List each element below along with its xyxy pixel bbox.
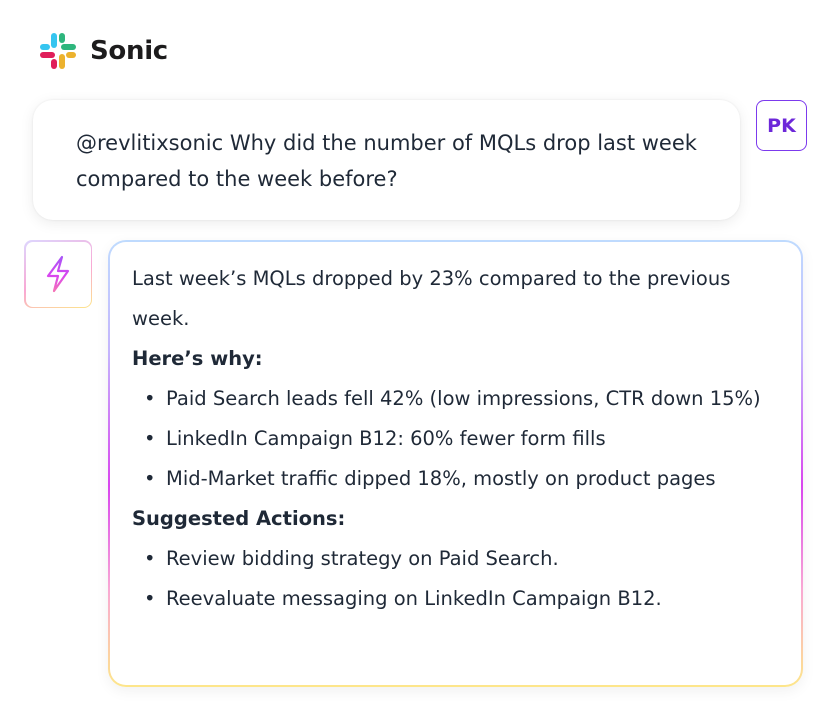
list-item: Paid Search leads fell 42% (low impressi… [142,379,781,419]
list-item: Mid-Market traffic dipped 18%, mostly on… [142,459,781,499]
user-message-text: @revlitixsonic Why did the number of MQL… [76,131,697,191]
bot-intro-text: Last week’s MQLs dropped by 23% compared… [132,267,731,330]
bot-message-bubble: Last week’s MQLs dropped by 23% compared… [108,240,803,687]
list-item: Reevaluate messaging on LinkedIn Campaig… [142,579,781,619]
user-message-bubble: @revlitixsonic Why did the number of MQL… [33,100,740,220]
why-section-title: Here’s why: [132,347,263,370]
list-item: LinkedIn Campaign B12: 60% fewer form fi… [142,419,781,459]
why-list: Paid Search leads fell 42% (low impressi… [132,379,781,499]
app-name: Sonic [90,36,168,66]
bot-message-content: Last week’s MQLs dropped by 23% compared… [110,242,801,685]
lightning-bolt-icon [46,255,70,293]
app-header: Sonic [38,30,168,72]
actions-list: Review bidding strategy on Paid Search. … [132,539,781,619]
slack-logo-icon [40,33,76,69]
bot-avatar-frame [25,241,91,307]
list-item: Review bidding strategy on Paid Search. [142,539,781,579]
actions-section-title: Suggested Actions: [132,507,346,530]
user-avatar[interactable]: PK [756,100,807,151]
bot-avatar [24,240,92,308]
